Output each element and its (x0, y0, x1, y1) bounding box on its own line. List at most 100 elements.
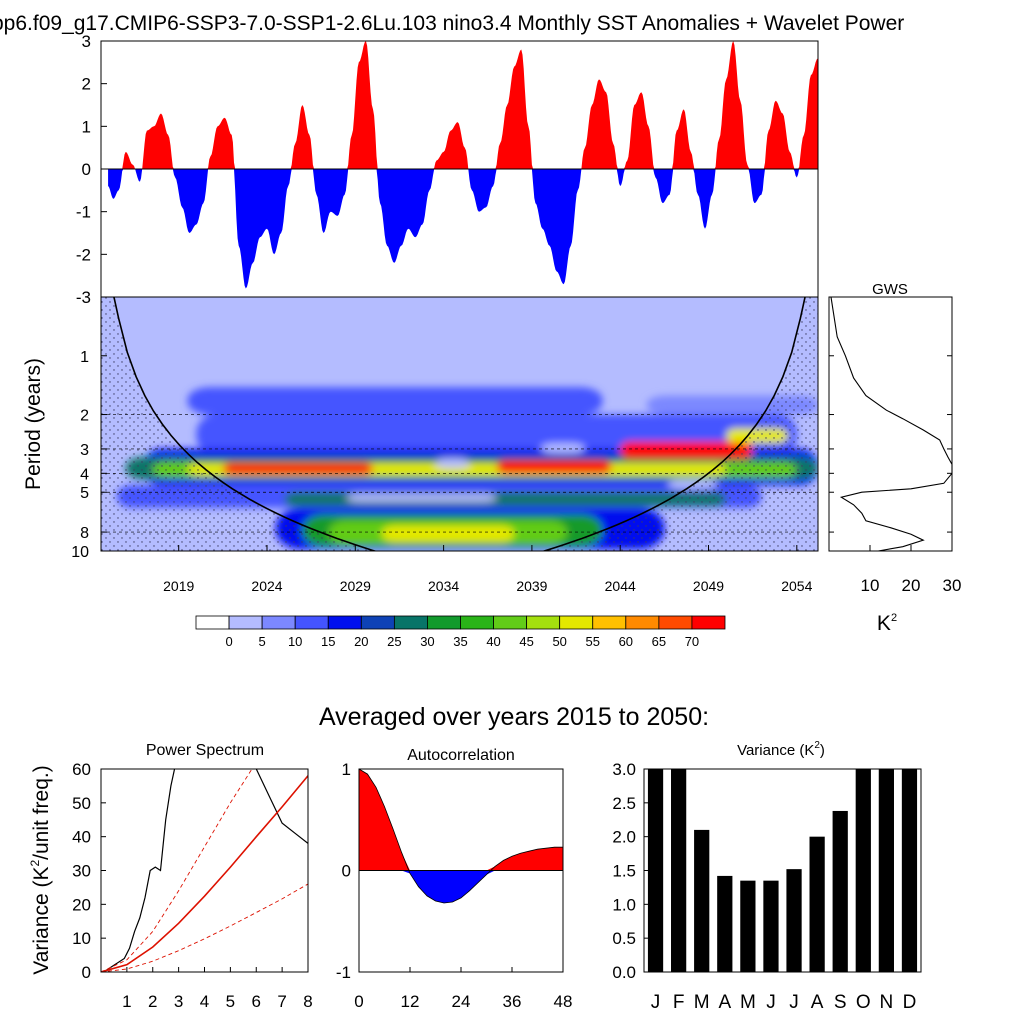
anomaly-ytick-label: 2 (82, 75, 91, 94)
colorbar-label: 50 (552, 634, 566, 649)
autocorrelation-ytick-label: 1 (342, 760, 351, 779)
wavelet-contour-region (381, 525, 515, 543)
anomaly-fill (108, 41, 818, 289)
power-spectrum-xtick-label: 6 (252, 992, 261, 1011)
variance-xtick-label: J (651, 992, 661, 1013)
anomaly-positive-area (108, 41, 818, 169)
variance-xtick-label: M (694, 992, 710, 1013)
variance-xtick-label: F (673, 992, 685, 1013)
wavelet-contour-hole (540, 443, 585, 454)
variance-bar (647, 769, 664, 972)
variance-ytick-label: 1.0 (612, 895, 636, 914)
gws-axes: 10 20 30 (829, 355, 962, 595)
colorbar-label: 40 (486, 634, 500, 649)
power-spectrum-ytick-label: 40 (72, 828, 91, 847)
wavelet-power-map (101, 297, 818, 551)
variance-xtick-label: M (740, 992, 756, 1013)
colorbar-label: 30 (420, 634, 434, 649)
power-spectrum-ylabel: Variance (K2/unit freq.) (28, 765, 53, 974)
autocorrelation-line (358, 768, 563, 904)
autocorrelation-ytick-label: 0 (342, 862, 351, 881)
power-spectrum-ytick-label: 50 (72, 794, 91, 813)
colorbar-swatch (393, 615, 428, 630)
wavelet-panel: 1 2 3 4 5 8 10 2019 2024 2029 2034 2039 2044 2049 2054… (22, 296, 819, 594)
anomaly-ytick-label: -3 (76, 288, 91, 307)
colorbar-swatch (592, 615, 627, 630)
colorbar-label: 5 (259, 634, 266, 649)
variance-bar (901, 769, 918, 972)
colorbar-swatch (559, 615, 594, 630)
colorbar-label: 0 (225, 634, 232, 649)
power-spectrum-black-line (103, 769, 176, 972)
variance-bar (694, 829, 710, 972)
colorbar-label: 20 (354, 634, 368, 649)
anomaly-ytick-label: 3 (82, 32, 91, 51)
gws-xtick-label: 10 (861, 576, 880, 595)
variance-ytick-label: 0.0 (612, 963, 636, 982)
anomaly-ytick-label: 1 (82, 117, 91, 136)
variance-xtick-label: N (880, 992, 894, 1013)
power-spectrum-red-dashed-line (101, 883, 308, 972)
anomaly-negative-area (108, 169, 818, 289)
cone-of-influence-stipple-right (809, 297, 818, 551)
variance-xtick-label: S (834, 992, 847, 1013)
figure-title: pp6.f09_g17.CMIP6-SSP3-7.0-SSP1-2.6Lu.10… (0, 12, 904, 35)
variance-bar (809, 836, 825, 972)
variance-bar (832, 810, 848, 972)
wavelet-ytick-label: 1 (80, 349, 89, 366)
variance-xtick-label: J (789, 992, 799, 1013)
anomaly-ytick-label: 0 (82, 160, 91, 179)
wavelet-frame (100, 296, 819, 552)
wavelet-xtick-label: 2029 (340, 578, 371, 594)
variance-ytick-label: 0.5 (612, 929, 636, 948)
autocorrelation-xtick-label: 48 (554, 992, 573, 1011)
colorbar-swatch (493, 615, 528, 630)
colorbar-swatch (460, 615, 494, 630)
wavelet-contour-region (496, 460, 612, 474)
power-spectrum-xtick-label: 1 (122, 992, 131, 1011)
gws-title: GWS (872, 281, 908, 298)
wavelet-xtick-label: 2039 (516, 578, 547, 594)
variance-title: Variance (K2) (737, 740, 825, 759)
autocorrelation-positive-area (359, 769, 563, 871)
gws-xtick-label: 20 (902, 576, 921, 595)
wavelet-contour-hole (346, 493, 497, 502)
colorbar-swatch (327, 615, 362, 630)
wavelet-xtick-label: 2049 (693, 578, 724, 594)
colorbar-label: 45 (519, 634, 533, 649)
colorbar-swatch (195, 615, 230, 630)
colorbar-label: 35 (453, 634, 467, 649)
power-spectrum-plot: 60 50 40 30 20 10 0 1 2 3 4 5 6 7 8 (72, 760, 313, 1011)
autocorrelation-xtick-label: 24 (452, 992, 471, 1011)
gws-xlabel: K2 (877, 612, 897, 635)
colorbar-label: 65 (652, 634, 666, 649)
power-spectrum-xtick-label: 7 (277, 992, 286, 1011)
wavelet-contour-region (620, 441, 753, 459)
summary-title: Averaged over years 2015 to 2050: (319, 703, 709, 731)
variance-bar (671, 769, 687, 972)
variance-bar (878, 769, 894, 972)
colorbar-swatch (261, 615, 296, 630)
gws-panel: GWS 10 20 30 K2 (828, 281, 962, 635)
autocorrelation-xtick-label: 12 (401, 992, 420, 1011)
colorbar-swatch (228, 615, 263, 630)
wavelet-xtick-label: 2019 (163, 578, 194, 594)
wavelet-ytick-label: 2 (80, 408, 89, 425)
colorbar-swatch (360, 615, 395, 630)
power-spectrum-ytick-label: 30 (72, 862, 91, 881)
variance-ytick-label: 2.5 (612, 794, 636, 813)
wavelet-contour-hole (434, 458, 471, 468)
variance-panel: Variance (K2) J F M A M J J A S O N D3.02.52.01.51.… (612, 740, 922, 1013)
variance-xtick-label: D (903, 992, 917, 1013)
power-spectrum-red-dashed-line (101, 769, 253, 972)
variance-ytick-label: 2.0 (612, 828, 636, 847)
power-spectrum-xtick-label: 3 (174, 992, 183, 1011)
power-spectrum-ytick-label: 0 (82, 963, 91, 982)
power-spectrum-black-line (255, 769, 308, 844)
colorbar-swatch (691, 615, 726, 630)
colorbar: 0 5 10 15 20 25 30 35 40 45 50 55 60 65 70 (195, 615, 726, 649)
gws-xtick-label: 30 (943, 576, 962, 595)
anomaly-ytick-label: -1 (76, 203, 91, 222)
colorbar-swatch (625, 615, 660, 630)
wavelet-ytick-label: 8 (80, 525, 89, 542)
